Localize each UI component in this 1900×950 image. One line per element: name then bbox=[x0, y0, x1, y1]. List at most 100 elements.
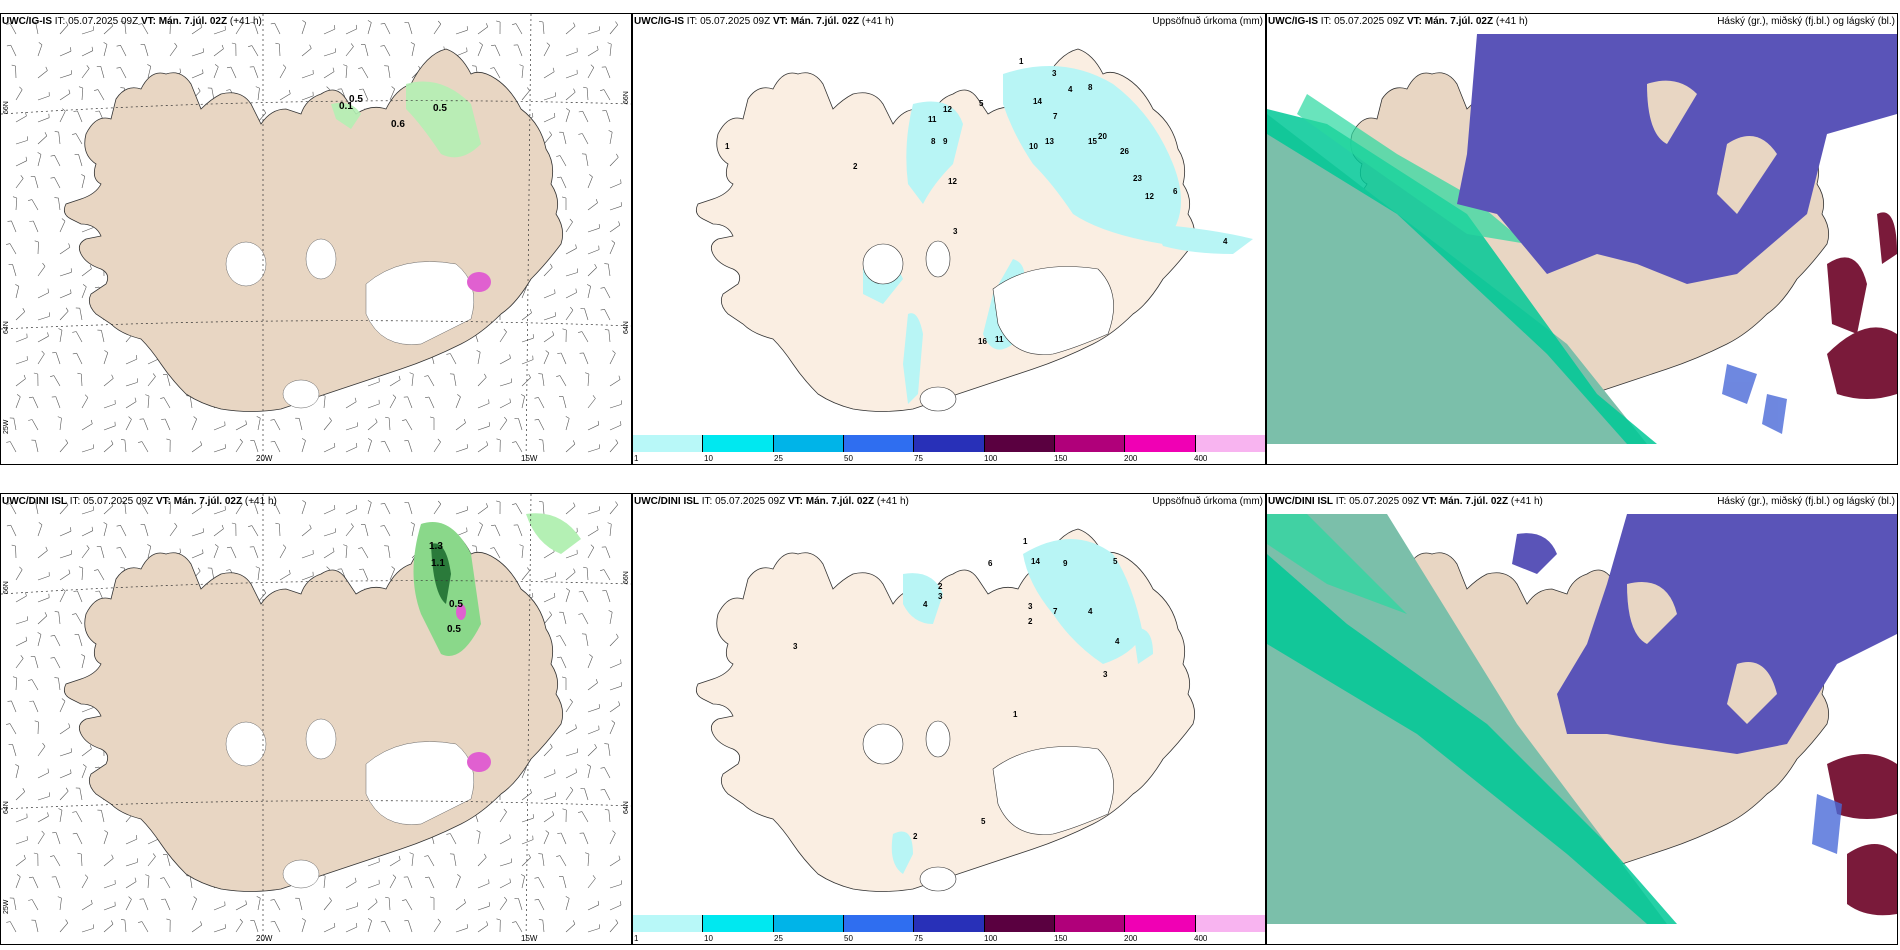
wind-barb-feather bbox=[302, 500, 306, 503]
wind-barb bbox=[587, 176, 593, 189]
wind-barb bbox=[521, 90, 530, 101]
wind-barb-feather bbox=[600, 89, 605, 91]
wind-barb-feather bbox=[193, 416, 197, 420]
wind-barb bbox=[559, 635, 567, 647]
wind-barb bbox=[609, 132, 613, 145]
wind-barb-feather bbox=[557, 176, 562, 178]
wind-barb bbox=[389, 379, 401, 387]
wind-barb bbox=[587, 747, 597, 757]
wind-barb bbox=[609, 663, 622, 669]
wind-barb-feather bbox=[575, 724, 577, 729]
wind-barb-feather bbox=[604, 263, 609, 265]
wind-barb-feather bbox=[44, 612, 48, 617]
wind-barb bbox=[521, 312, 532, 321]
wind-barb bbox=[124, 440, 127, 453]
wind-barb-feather bbox=[248, 525, 252, 527]
wind-barb bbox=[235, 441, 243, 453]
wind-barb bbox=[37, 135, 48, 145]
wind-barb-feather bbox=[618, 221, 621, 226]
wind-barb bbox=[213, 528, 224, 537]
wind-barb-feather bbox=[616, 153, 619, 158]
wind-barb bbox=[35, 22, 39, 35]
wind-barb-feather bbox=[226, 66, 232, 69]
wind-barb bbox=[587, 398, 596, 409]
wind-barb-feather bbox=[54, 611, 59, 613]
wind-barb bbox=[274, 441, 281, 453]
wind-barb bbox=[15, 65, 17, 79]
clear-patches bbox=[1647, 80, 1777, 214]
wind-barb-feather bbox=[33, 852, 38, 855]
wind-barb bbox=[189, 876, 193, 889]
wind-barb bbox=[191, 898, 197, 911]
wind-barb bbox=[582, 133, 589, 145]
wind-barb-feather bbox=[68, 569, 71, 574]
wind-barb bbox=[323, 71, 335, 79]
wind-barb bbox=[587, 766, 591, 779]
wind-barb-feather bbox=[355, 24, 358, 29]
wind-barb-feather bbox=[527, 567, 530, 571]
iceland-land bbox=[63, 528, 564, 892]
colorbar-tick: 200 bbox=[1124, 454, 1138, 463]
wind-barb-feather bbox=[590, 544, 595, 548]
wind-barb bbox=[455, 509, 468, 515]
wind-barb-feather bbox=[600, 287, 605, 289]
colorbar bbox=[633, 915, 1265, 932]
wind-barb-feather bbox=[512, 921, 517, 923]
wind-barb bbox=[191, 506, 203, 515]
wind-barb-feather bbox=[368, 918, 372, 921]
wind-labels: 0.5 0.1 0.6 0.5 bbox=[339, 94, 447, 130]
wind-barb bbox=[13, 418, 17, 431]
wind-barb-feather bbox=[380, 525, 385, 527]
wind-barb bbox=[101, 330, 105, 343]
wind-barb-feather bbox=[472, 65, 477, 67]
wind-barb-feather bbox=[392, 874, 397, 878]
wind-barb-feather bbox=[84, 874, 89, 878]
wind-barb-feather bbox=[618, 701, 621, 706]
wind-barb-feather bbox=[615, 21, 618, 25]
wind-barb-feather bbox=[350, 523, 354, 527]
svg-text:20: 20 bbox=[1098, 132, 1107, 141]
wind-barb bbox=[367, 861, 380, 867]
wind-barb-feather bbox=[50, 635, 55, 637]
wind-barb bbox=[565, 310, 574, 321]
colorbar-cell bbox=[1195, 915, 1265, 932]
wind-barb-feather bbox=[72, 613, 77, 615]
wind-barb bbox=[15, 396, 21, 409]
wind-barb bbox=[147, 395, 150, 409]
lat-label-right: 66N bbox=[623, 91, 630, 104]
wind-barb-feather bbox=[28, 396, 34, 399]
wind-barb-feather bbox=[368, 438, 372, 441]
wind-barb bbox=[433, 503, 442, 515]
wind-barb-feather bbox=[620, 179, 622, 184]
wind-barb-feather bbox=[116, 67, 121, 69]
svg-text:11: 11 bbox=[995, 335, 1004, 344]
wind-barb-feather bbox=[437, 20, 442, 25]
wind-barb bbox=[12, 264, 17, 277]
wind-barb bbox=[120, 67, 127, 79]
wind-barb-feather bbox=[19, 86, 23, 90]
wind-barb bbox=[59, 111, 66, 123]
wind-barb bbox=[384, 921, 391, 933]
wind-barb-feather bbox=[557, 352, 562, 354]
wind-barb bbox=[125, 401, 137, 409]
wind-barb-feather bbox=[78, 566, 83, 569]
wind-barb-feather bbox=[138, 503, 143, 505]
wind-barb bbox=[11, 700, 17, 713]
wind-barb-feather bbox=[94, 569, 99, 571]
wind-barb bbox=[141, 503, 149, 515]
wind-labels: 1.3 1.1 0.5 0.5 bbox=[429, 541, 463, 635]
wind-barb-feather bbox=[578, 110, 583, 113]
wind-barb-feather bbox=[385, 416, 390, 419]
wind-barb bbox=[542, 920, 545, 933]
wind-barb bbox=[405, 899, 413, 911]
ice-caps bbox=[862, 240, 1114, 412]
wind-barb-feather bbox=[503, 808, 507, 813]
wind-barb bbox=[34, 176, 39, 189]
high-cloud bbox=[1557, 514, 1897, 754]
wind-barb-feather bbox=[72, 352, 77, 355]
wind-barb-feather bbox=[197, 87, 201, 92]
wind-barb-feather bbox=[138, 441, 143, 443]
wind-barb bbox=[582, 591, 589, 603]
wind-barb-feather bbox=[486, 921, 489, 926]
wind-barb-feather bbox=[111, 374, 114, 379]
